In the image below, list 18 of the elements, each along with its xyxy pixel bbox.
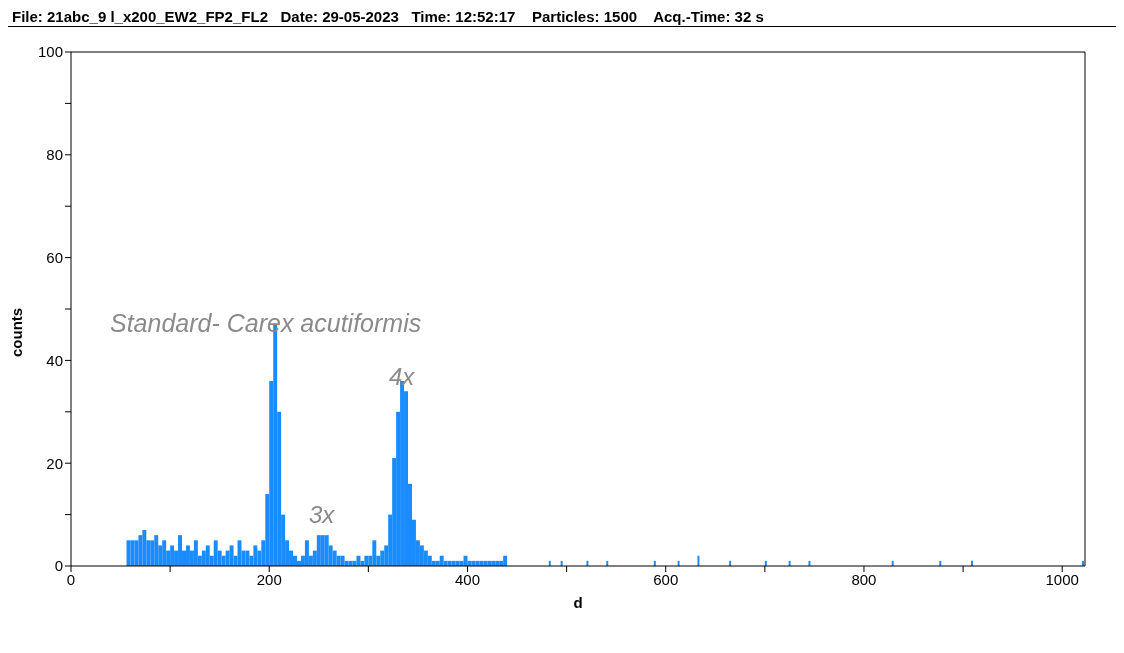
y-tick-label: 20 bbox=[46, 454, 63, 472]
x-tick-label: 0 bbox=[66, 570, 76, 588]
y-tick-label: 0 bbox=[54, 557, 63, 575]
x-axis-title: d bbox=[573, 594, 583, 611]
chart-title: File: 21abc_9 l_x200_EW2_FP2_FL2 Date: 29-05-2023 Time: 12:52:17 Particles: 1500 Acq.-Time: 32 s bbox=[8, 8, 1116, 27]
y-axis-title: counts bbox=[8, 307, 25, 357]
annotation: Standard- Carex acutiformis bbox=[110, 309, 422, 338]
y-tick-label: 100 bbox=[37, 43, 63, 61]
y-tick-label: 80 bbox=[46, 146, 63, 164]
annotation: 3x bbox=[309, 501, 335, 529]
x-tick-label: 200 bbox=[256, 570, 282, 588]
annotation: 4x bbox=[389, 363, 415, 391]
x-tick-label: 1000 bbox=[1045, 570, 1079, 588]
x-tick-label: 400 bbox=[454, 570, 480, 588]
x-tick-label: 800 bbox=[851, 570, 877, 588]
y-tick-label: 60 bbox=[46, 248, 63, 266]
x-tick-label: 600 bbox=[653, 570, 679, 588]
y-tick-label: 40 bbox=[46, 351, 63, 369]
